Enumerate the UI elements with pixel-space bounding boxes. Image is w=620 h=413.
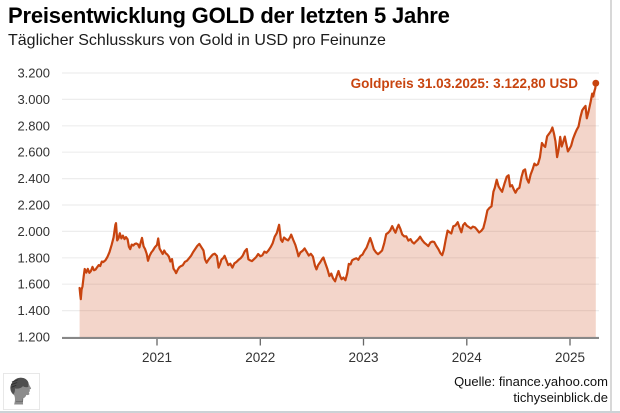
y-tick-label: 2.400 [17, 171, 50, 186]
last-price-annotation: Goldpreis 31.03.2025: 3.122,80 USD [350, 76, 578, 91]
right-divider-line [610, 0, 612, 413]
y-tick-label: 2.600 [17, 145, 50, 160]
source-line-2: tichyseinblick.de [513, 389, 608, 405]
x-tick-label: 2022 [245, 350, 275, 365]
y-tick-label: 1.600 [17, 277, 50, 292]
chart-title: Preisentwicklung GOLD der letzten 5 Jahr… [8, 3, 450, 28]
hermes-head-icon [3, 373, 40, 410]
x-tick-label: 2023 [348, 350, 378, 365]
y-tick-label: 1.800 [17, 250, 50, 265]
tichys-einblick-logo [3, 373, 40, 410]
y-tick-label: 2.000 [17, 224, 50, 239]
y-tick-label: 2.200 [17, 198, 50, 213]
y-tick-label: 2.800 [17, 118, 50, 133]
source-line-1: Quelle: finance.yahoo.com [454, 374, 608, 389]
x-tick-label: 2021 [142, 350, 172, 365]
price-area-fill [79, 83, 596, 337]
last-price-dot [592, 79, 600, 87]
chart-subtitle: Täglicher Schlusskurs von Gold in USD pr… [8, 32, 386, 49]
price-line [78, 82, 597, 301]
y-tick-label: 3.200 [17, 66, 50, 81]
x-tick-label: 2025 [555, 350, 585, 365]
bottom-border [0, 411, 620, 413]
x-tick-label: 2024 [452, 350, 483, 365]
y-tick-label: 3.000 [17, 92, 50, 107]
y-tick-label: 1.400 [17, 303, 50, 318]
y-tick-label: 1.200 [17, 330, 50, 345]
source-credit: Quelle: finance.yahoo.com tichyseinblick… [454, 374, 608, 405]
